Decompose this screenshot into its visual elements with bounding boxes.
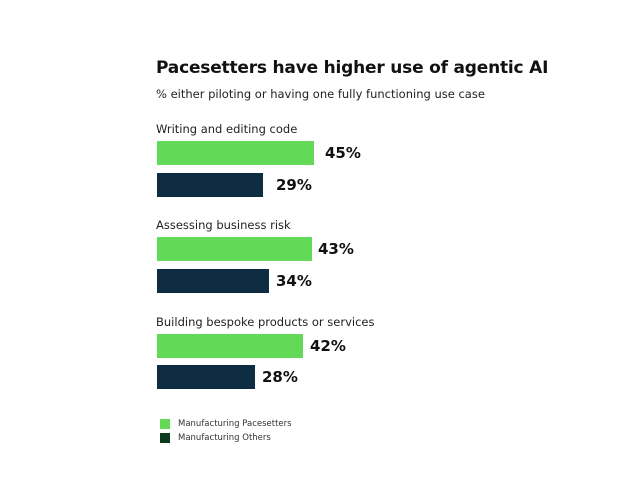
legend-item-others: Manufacturing Others [160,433,271,443]
category-label: Assessing business risk [156,218,291,232]
value-label: 43% [318,240,354,258]
chart-title: Pacesetters have higher use of agentic A… [156,58,549,78]
legend-item-pacesetters: Manufacturing Pacesetters [160,419,292,429]
bar-pacesetters [157,141,314,165]
legend-swatch-green [160,419,170,429]
value-label: 45% [325,144,361,162]
bar-pacesetters [157,334,303,358]
value-label: 34% [276,272,312,290]
category-label: Writing and editing code [156,122,298,136]
legend-swatch-dark [160,433,170,443]
legend-label: Manufacturing Others [178,433,271,443]
bar-others [157,269,269,293]
category-label: Building bespoke products or services [156,315,375,329]
value-label: 29% [276,176,312,194]
bar-pacesetters [157,237,312,261]
value-label: 42% [310,337,346,355]
bar-others [157,173,263,197]
value-label: 28% [262,368,298,386]
chart-subtitle: % either piloting or having one fully fu… [156,87,485,101]
legend-label: Manufacturing Pacesetters [178,419,292,429]
bar-others [157,365,255,389]
